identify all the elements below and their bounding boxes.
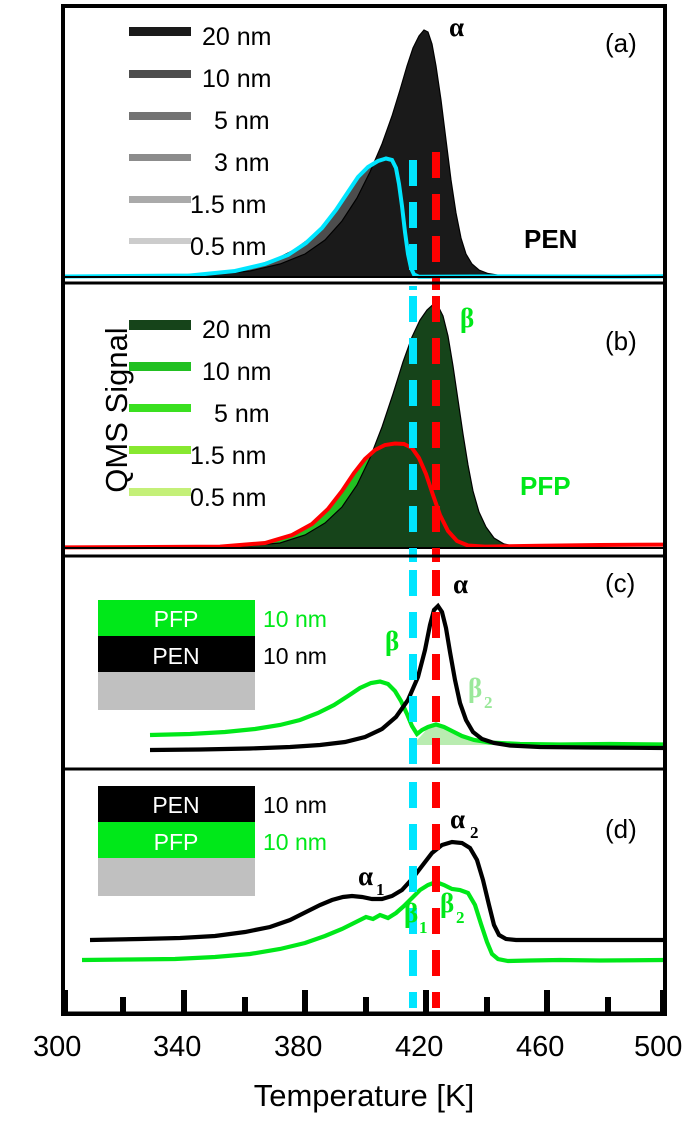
panel-label-b: (b) — [605, 326, 637, 356]
peak-label-beta2-sub-d: 2 — [456, 908, 465, 927]
stack-d-label-pen: PEN — [152, 792, 199, 818]
curve-pen-10nm-highlight — [63, 156, 665, 279]
curve-c-pen — [149, 602, 665, 753]
legend-label-b-1: 10 nm — [202, 358, 271, 386]
x-tick-420: 420 — [395, 1031, 444, 1063]
x-tick-460: 460 — [516, 1031, 565, 1063]
stack-c-nm-pfp: 10 nm — [263, 606, 327, 632]
legend-label-a-3: 3 nm — [214, 149, 270, 177]
x-axis-ticks — [62, 990, 666, 1013]
legend-swatch-b-0 — [129, 320, 191, 330]
x-tick-300: 300 — [33, 1031, 82, 1063]
legend-label-a-2: 5 nm — [214, 107, 270, 135]
legend-label-b-0: 20 nm — [202, 316, 271, 344]
legend-label-a-5: 0.5 nm — [190, 233, 266, 261]
guide-lines-a — [409, 152, 440, 290]
stack-c-label-pen: PEN — [152, 643, 199, 669]
stack-d-nm-pfp: 10 nm — [263, 829, 327, 855]
stack-d-nm-pen: 10 nm — [263, 792, 327, 818]
peak-label-beta1-sub-d: 1 — [419, 918, 428, 937]
x-tick-500: 500 — [634, 1031, 683, 1063]
panel-d-plot — [81, 839, 665, 964]
peak-label-beta-b: β — [460, 303, 474, 333]
stack-c-layer-substrate — [98, 672, 255, 710]
curve-pen-20nm — [63, 29, 665, 278]
curve-pfp-10nm-highlight — [63, 441, 665, 550]
stack-diagram-d: PEN 10 nm PFP 10 nm — [98, 786, 327, 896]
stack-c-layer-pfp — [98, 600, 255, 636]
legend-swatch-a-3 — [129, 154, 191, 161]
curve-d-pfp — [81, 879, 665, 964]
peak-label-alpha2-d: α — [450, 804, 465, 834]
legend-label-b-4: 0.5 nm — [190, 484, 266, 512]
peak-label-alpha1-sub-d: 1 — [376, 880, 385, 899]
curve-pfp-20nm — [63, 303, 665, 549]
stack-c-layer-pen — [98, 636, 255, 672]
legend-swatch-b-2 — [129, 404, 191, 412]
legend-swatch-a-4 — [129, 196, 191, 203]
panel-b-plot — [63, 303, 665, 550]
stack-d-layer-substrate — [98, 858, 255, 896]
legend-swatch-a-0 — [129, 27, 191, 36]
legend-label-a-1: 10 nm — [202, 65, 271, 93]
legend-label-b-2: 5 nm — [214, 400, 270, 428]
stack-c-nm-pen: 10 nm — [263, 643, 327, 669]
peak-label-beta-c: β — [385, 626, 399, 656]
panel-a-plot — [63, 29, 665, 279]
stack-d-layer-pfp — [98, 822, 255, 858]
peak-label-alpha2-sub-d: 2 — [470, 823, 479, 842]
panel-label-c: (c) — [605, 568, 635, 598]
guide-lines-b — [409, 296, 440, 562]
peak-label-beta1-d: β — [404, 898, 418, 928]
peak-label-alpha1-d: α — [358, 861, 373, 891]
legend-swatch-a-5 — [129, 238, 191, 244]
legend-swatch-b-1 — [129, 362, 191, 371]
guide-lines-d — [409, 782, 440, 1008]
legend-panel-b: 20 nm 10 nm 5 nm 1.5 nm 0.5 nm — [129, 316, 271, 512]
x-tick-380: 380 — [274, 1031, 323, 1063]
legend-swatch-a-2 — [129, 112, 191, 120]
curve-d-pen — [89, 839, 665, 943]
legend-swatch-b-3 — [129, 446, 191, 454]
legend-swatch-b-4 — [129, 488, 191, 496]
guide-lines-c — [409, 570, 440, 766]
panel-label-d: (d) — [605, 814, 637, 844]
legend-swatch-a-1 — [129, 70, 191, 78]
stack-c-label-pfp: PFP — [154, 606, 199, 632]
legend-label-a-0: 20 nm — [202, 23, 271, 51]
panel-label-a: (a) — [605, 28, 637, 58]
x-axis-label: Temperature [K] — [253, 1078, 475, 1113]
peak-label-alpha-a: α — [449, 12, 464, 42]
peak-label-beta2-c: β — [468, 673, 482, 703]
stack-d-layer-pen — [98, 786, 255, 822]
legend-panel-a: 20 nm 10 nm 5 nm 3 nm 1.5 nm 0.5 nm — [129, 23, 271, 261]
peak-label-beta2-sub-c: 2 — [484, 693, 493, 712]
legend-label-a-4: 1.5 nm — [190, 191, 266, 219]
x-tick-340: 340 — [153, 1031, 202, 1063]
material-label-pfp-b: PFP — [520, 471, 571, 501]
stack-d-label-pfp: PFP — [154, 829, 199, 855]
peak-label-beta2-d: β — [440, 888, 454, 918]
peak-label-alpha-c: α — [453, 569, 468, 599]
material-label-pen-a: PEN — [524, 224, 577, 254]
legend-label-b-3: 1.5 nm — [190, 442, 266, 470]
stack-diagram-c: PFP 10 nm PEN 10 nm — [98, 600, 327, 710]
